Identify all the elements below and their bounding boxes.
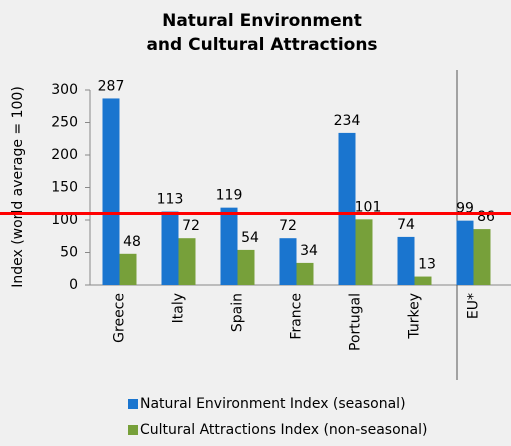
data-label: 54 [241, 230, 259, 246]
bar [119, 253, 137, 285]
legend-label: Natural Environment Index (seasonal) [140, 396, 406, 412]
x-tick-label: EU* [466, 293, 482, 319]
data-label: 101 [355, 199, 382, 215]
bar [338, 132, 356, 285]
data-label: 86 [477, 209, 495, 225]
bar [237, 249, 255, 285]
y-tick-label: 100 [51, 212, 78, 228]
data-label: 48 [123, 234, 141, 250]
bar [296, 262, 314, 285]
y-tick-label: 250 [51, 115, 78, 131]
x-tick-label: Italy [171, 293, 187, 323]
data-label: 113 [157, 192, 184, 208]
y-tick-label: 300 [51, 82, 78, 98]
bar [279, 238, 297, 285]
data-label: 72 [182, 218, 200, 234]
legend-swatch [128, 399, 138, 409]
legend-swatch [128, 425, 138, 435]
data-label: 74 [397, 217, 415, 233]
x-tick-label: Greece [112, 293, 128, 343]
bar [161, 211, 179, 285]
bar [220, 207, 238, 285]
data-label: 13 [418, 257, 436, 273]
data-label: 72 [279, 218, 297, 234]
chart-title: Natural Environment [162, 11, 362, 31]
legend-label: Cultural Attractions Index (non-seasonal… [140, 422, 427, 438]
bar [414, 276, 432, 285]
bar [456, 220, 474, 285]
y-tick-label: 0 [69, 277, 78, 293]
data-label: 119 [216, 188, 243, 204]
data-label: 287 [98, 78, 125, 94]
data-label: 234 [334, 113, 361, 129]
x-tick-label: France [289, 293, 305, 340]
bar [355, 219, 373, 285]
y-tick-label: 150 [51, 180, 78, 196]
x-tick-label: Portugal [348, 293, 364, 351]
y-axis-label: Index (world average = 100) [10, 86, 26, 288]
bar [178, 238, 196, 285]
x-tick-label: Turkey [407, 293, 423, 340]
data-label: 34 [300, 243, 318, 259]
y-tick-label: 200 [51, 147, 78, 163]
bar [102, 98, 120, 285]
y-tick-label: 50 [60, 245, 78, 261]
bar [397, 236, 415, 285]
bar [473, 229, 491, 285]
chart-title: and Cultural Attractions [146, 35, 377, 55]
x-tick-label: Spain [230, 293, 246, 332]
